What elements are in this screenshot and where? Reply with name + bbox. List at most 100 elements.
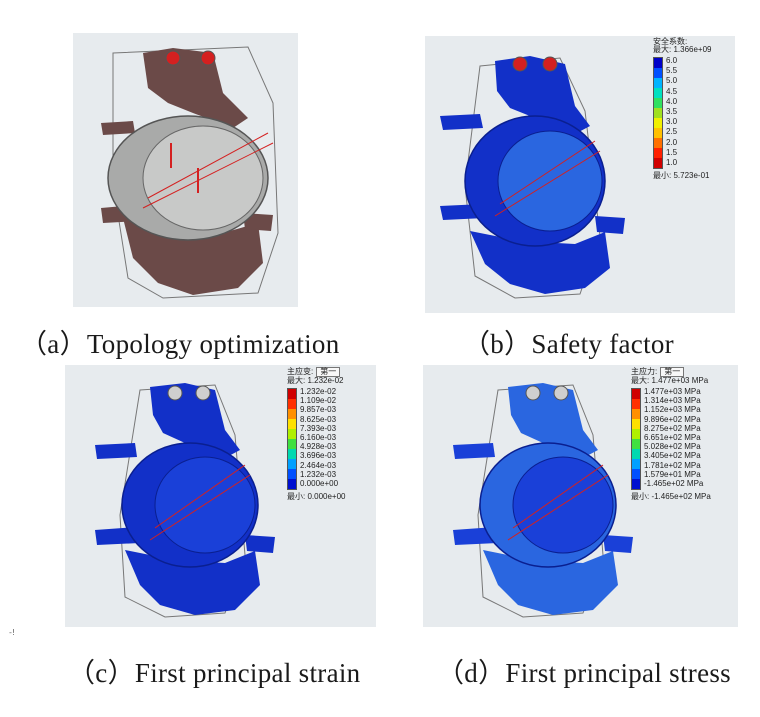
render-strain-knuckle: [95, 383, 275, 618]
legend-tick-label: 5.028e+02 MPa: [644, 442, 701, 452]
legend-tick-label: -1.465e+02 MPa: [644, 478, 704, 488]
topology-side-bracket: [101, 121, 273, 231]
legend-safety-factor: 安全系数: 最大: 1.366e+09 6.0 5.5 5.0 4.5 4.0 3.5 3.…: [653, 38, 711, 180]
load-line: [499, 140, 596, 205]
color-scale-segment: [288, 429, 296, 439]
color-scale-segment: [632, 469, 640, 479]
legend-tick-label: 3.5: [666, 106, 678, 116]
legend-tick-label: 1.232e-02: [300, 387, 337, 396]
load-line: [147, 132, 269, 199]
legend-ticks: 1.232e-02 1.109e-02 9.857e-03 8.625e-03 7.39…: [300, 388, 338, 488]
legend-tick-label: 1.5: [666, 147, 678, 157]
legend-tick-label: 8.275e+02 MPa: [644, 423, 701, 433]
color-scale-segment: [632, 479, 640, 489]
legend-tick-label: 1.109e-02: [300, 396, 337, 406]
load-line: [507, 474, 609, 541]
panel-safety-factor: 安全系数: 最大: 1.366e+09 6.0 5.5 5.0 4.5 4.0 3.5 3.…: [425, 36, 735, 313]
legend-tick-label: 6.651e+02 MPa: [644, 432, 701, 442]
legend-stress: 主应力: 第一 最大: 1.477e+03 MPa 1.477e+03 MPa 1.…: [631, 367, 711, 501]
color-scale-segment: [288, 419, 296, 429]
fea-upper-arm: [150, 383, 240, 458]
color-scale-segment: [288, 389, 296, 399]
render-stress-knuckle: [453, 383, 633, 618]
legend-tick-label: 1.0: [666, 157, 678, 167]
color-scale-segment: [654, 118, 662, 128]
color-scale-segment: [288, 409, 296, 419]
color-scale-segment: [654, 148, 662, 158]
bolt-hole: [165, 50, 181, 66]
bolt-hole: [542, 56, 558, 72]
color-scale-segment: [654, 108, 662, 118]
color-scale-segment: [288, 439, 296, 449]
bolt-hole: [200, 50, 216, 66]
strain-type-dropdown[interactable]: 第一: [316, 367, 341, 377]
color-scale-segment: [654, 98, 662, 108]
panel-topology-optimization: [73, 33, 298, 307]
caption-safety-factor: （b）Safety factor: [463, 329, 674, 359]
legend-strain: 主应变: 第一 最大: 1.232e-02 1.232e-02 1.109e-02 9…: [287, 367, 345, 501]
color-scale-segment: [288, 459, 296, 469]
legend-tick-label: 1.781e+02 MPa: [644, 460, 701, 470]
color-scale-bar: [287, 388, 297, 490]
load-line: [512, 464, 604, 529]
hub-ring-inner: [497, 130, 603, 232]
caption-topology-optimization: （a）Topology optimization: [20, 329, 340, 359]
render-safety-factor-knuckle: [440, 56, 625, 299]
color-scale-segment: [288, 399, 296, 409]
color-scale-segment: [632, 429, 640, 439]
fea-side-bracket: [453, 443, 633, 553]
legend-tick-label: 9.857e-03: [300, 405, 337, 415]
legend-min: 最小: 0.000e+00: [287, 492, 346, 501]
stress-type-dropdown[interactable]: 第一: [660, 367, 685, 377]
color-scale-segment: [632, 389, 640, 399]
color-scale-segment: [654, 88, 662, 98]
color-scale-segment: [632, 419, 640, 429]
color-scale-bar: [631, 388, 641, 490]
fea-upper-arm: [495, 56, 590, 134]
panel-first-principal-strain: 主应变: 第一 最大: 1.232e-02 1.232e-02 1.109e-02 9…: [65, 365, 376, 627]
bolt-hole: [512, 56, 528, 72]
bolt-hole: [167, 385, 183, 401]
legend-tick-label: 2.5: [666, 127, 678, 137]
legend-tick-label: 3.405e+02 MPa: [644, 451, 701, 461]
load-line: [494, 150, 601, 217]
legend-tick-label: 6.0: [666, 56, 678, 65]
legend-tick-label: 1.314e+03 MPa: [644, 396, 701, 406]
legend-tick-label: 2.464e-03: [300, 460, 337, 470]
legend-tick-label: 1.232e-03: [300, 469, 337, 479]
fea-upper-arm: [508, 383, 598, 458]
legend-tick-label: 1.152e+03 MPa: [644, 405, 701, 415]
color-scale-segment: [288, 479, 296, 489]
legend-tick-label: 5.0: [666, 76, 678, 86]
legend-tick-label: 1.579e+01 MPa: [644, 469, 701, 479]
legend-tick-label: 1.477e+03 MPa: [644, 387, 701, 396]
bolt-hole: [195, 385, 211, 401]
color-scale-segment: [654, 78, 662, 88]
topology-upper-arm: [143, 48, 248, 128]
panel-first-principal-stress: 主应力: 第一 最大: 1.477e+03 MPa 1.477e+03 MPa 1.…: [423, 365, 738, 627]
fea-lower-web: [125, 550, 260, 615]
fea-lower-web: [483, 550, 618, 615]
legend-tick-label: 3.0: [666, 117, 678, 127]
bolt-hole: [525, 385, 541, 401]
legend-title: 安全系数:: [653, 37, 688, 46]
load-line: [154, 464, 246, 529]
hub-ring-inner: [154, 456, 256, 554]
legend-tick-label: 0.000e+00: [300, 478, 339, 488]
legend-min: 最小: 5.723e-01: [653, 171, 710, 180]
legend-tick-label: 7.393e-03: [300, 423, 337, 433]
caption-first-principal-stress: （d）First principal stress: [437, 658, 731, 688]
hub-ring-inner: [512, 456, 614, 554]
color-scale-segment: [654, 138, 662, 148]
render-topology-knuckle: [101, 46, 279, 299]
color-scale-segment: [288, 469, 296, 479]
legend-tick-label: 9.896e+02 MPa: [644, 414, 701, 424]
legend-tick-label: 4.0: [666, 96, 678, 106]
legend-min: 最小: -1.465e+02 MPa: [631, 492, 711, 501]
legend-tick-label: 6.160e-03: [300, 432, 337, 442]
color-scale-segment: [632, 399, 640, 409]
legend-tick-label: 3.696e-03: [300, 451, 337, 461]
fea-side-bracket: [95, 443, 275, 553]
legend-tick-label: 4.5: [666, 86, 678, 96]
fea-side-bracket: [440, 114, 625, 234]
